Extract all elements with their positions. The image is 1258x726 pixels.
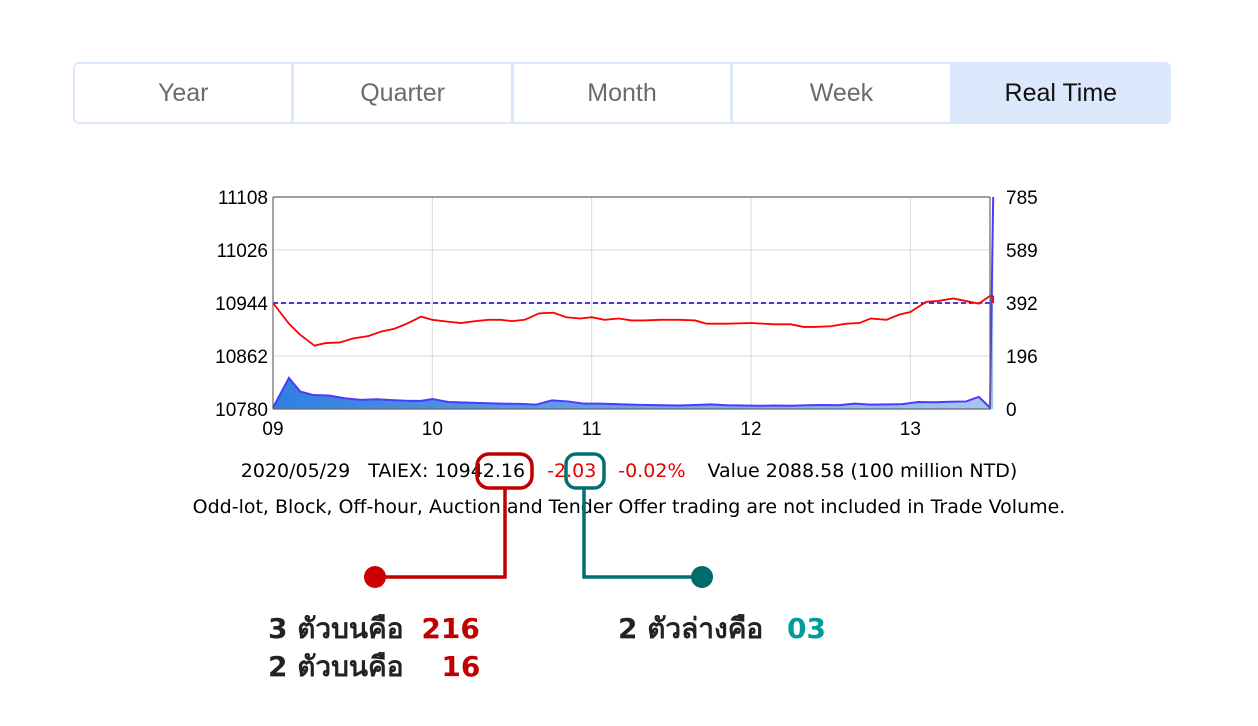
left-tick-label: 10944 [215, 294, 268, 315]
tab-year[interactable]: Year [75, 64, 295, 122]
tab-month[interactable]: Month [513, 64, 734, 122]
index-change: -2.03 [547, 460, 597, 482]
note-upper-3-label: 3 ตัวบนคือ [268, 612, 404, 645]
tab-week[interactable]: Week [733, 64, 953, 122]
right-tick-label: 0 [1006, 400, 1017, 421]
price-line [272, 294, 994, 347]
left-tick-label: 10780 [215, 400, 268, 421]
volume-line [272, 196, 995, 410]
index-value: 10942.16 [434, 460, 526, 482]
price-series [272, 294, 995, 347]
right-axis-ticks: 0 196 392 589 785 [1006, 188, 1038, 421]
trade-value: Value 2088.58 (100 million NTD) [707, 460, 1018, 482]
left-tick-label: 11026 [217, 241, 268, 262]
note-upper-2-label: 2 ตัวบนคือ [268, 650, 404, 683]
right-tick-label: 785 [1006, 188, 1038, 209]
left-tick-label: 10862 [215, 347, 268, 368]
period-tabs: Year Quarter Month Week Real Time [73, 62, 1171, 124]
right-tick-label: 589 [1006, 241, 1038, 262]
x-tick-label: 09 [262, 419, 283, 440]
note-lower-2-value: 03 [787, 612, 826, 645]
quote-date: 2020/05/29 [240, 460, 351, 482]
quote-summary: 2020/05/29 TAIEX: 10942.16 -2.03 -0.02% Valu… [0, 460, 1258, 482]
note-upper-3: 3 ตัวบนคือ 216 [268, 607, 480, 651]
x-axis-ticks: 09 10 11 12 13 [262, 419, 920, 440]
right-tick-label: 392 [1006, 294, 1038, 315]
index-change-pct: -0.02% [618, 460, 686, 482]
chart-axes [272, 196, 991, 410]
note-lower-2: 2 ตัวล่างคือ 03 [618, 607, 826, 651]
tab-real-time[interactable]: Real Time [952, 64, 1169, 122]
right-tick-label: 196 [1006, 347, 1038, 368]
x-tick-label: 11 [582, 419, 602, 440]
x-tick-label: 10 [422, 419, 443, 440]
index-label: TAIEX: [368, 460, 429, 482]
x-tick-label: 13 [900, 419, 921, 440]
note-lower-2-label: 2 ตัวล่างคือ [618, 612, 764, 645]
tab-quarter[interactable]: Quarter [294, 64, 514, 122]
volume-note: Odd-lot, Block, Off-hour, Auction and Te… [192, 496, 1066, 518]
note-upper-2: 2 ตัวบนคือ 16 [268, 645, 480, 689]
volume-series [272, 196, 995, 410]
note-upper-2-value: 16 [441, 650, 481, 683]
x-tick-label: 12 [740, 419, 761, 440]
left-tick-label: 11108 [218, 188, 268, 209]
note-upper-3-value: 216 [421, 612, 480, 645]
left-axis-ticks: 10780 10862 10944 11026 11108 [215, 188, 268, 421]
